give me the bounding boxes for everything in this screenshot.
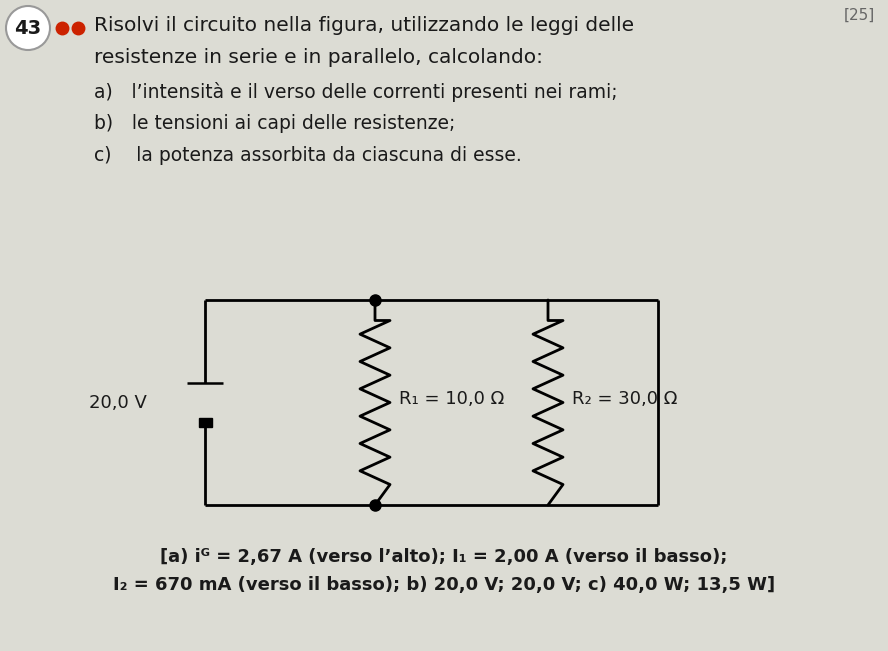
- Text: 20,0 V: 20,0 V: [89, 393, 147, 411]
- Text: resistenze in serie e in parallelo, calcolando:: resistenze in serie e in parallelo, calc…: [94, 48, 543, 67]
- Text: [a) iᴳ = 2,67 A (verso l’alto); I₁ = 2,00 A (verso il basso);: [a) iᴳ = 2,67 A (verso l’alto); I₁ = 2,0…: [161, 548, 727, 566]
- Text: b) le tensioni ai capi delle resistenze;: b) le tensioni ai capi delle resistenze;: [94, 114, 456, 133]
- Text: [25]: [25]: [844, 8, 875, 23]
- Text: c)  la potenza assorbita da ciascuna di esse.: c) la potenza assorbita da ciascuna di e…: [94, 146, 522, 165]
- Text: a) l’intensità e il verso delle correnti presenti nei rami;: a) l’intensità e il verso delle correnti…: [94, 82, 618, 102]
- Text: I₂ = 670 mA (verso il basso); b) 20,0 V; 20,0 V; c) 40,0 W; 13,5 W]: I₂ = 670 mA (verso il basso); b) 20,0 V;…: [113, 576, 775, 594]
- Text: Risolvi il circuito nella figura, utilizzando le leggi delle: Risolvi il circuito nella figura, utiliz…: [94, 16, 634, 35]
- Text: R₁ = 10,0 Ω: R₁ = 10,0 Ω: [399, 389, 504, 408]
- Bar: [199, 418, 211, 427]
- Text: 43: 43: [14, 18, 42, 38]
- Text: R₂ = 30,0 Ω: R₂ = 30,0 Ω: [572, 389, 678, 408]
- Circle shape: [6, 6, 50, 50]
